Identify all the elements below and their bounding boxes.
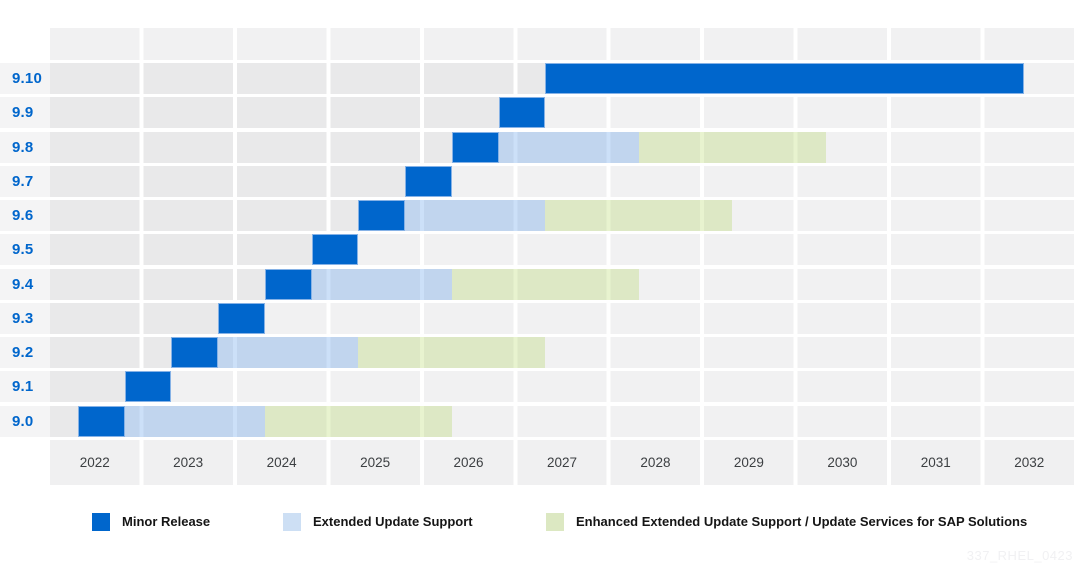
year-label-2024: 2024 bbox=[266, 454, 297, 470]
row-plot-area bbox=[50, 97, 1078, 129]
version-label-9.2: 9.2 bbox=[12, 344, 34, 361]
row-plot-area bbox=[50, 165, 1078, 197]
year-label-2028: 2028 bbox=[640, 454, 671, 470]
row-9.9: 9.9 bbox=[0, 97, 1078, 129]
row-label-cell: 9.10 bbox=[0, 63, 50, 94]
row-label-cell: 9.5 bbox=[0, 234, 50, 266]
row-label-cell: 9.9 bbox=[0, 97, 50, 129]
legend-label-minor-release: Minor Release bbox=[122, 514, 211, 529]
row-9.8: 9.8 bbox=[0, 131, 1078, 163]
row-9.0: 9.0 bbox=[0, 405, 1078, 437]
year-label-2032: 2032 bbox=[1014, 454, 1045, 470]
legend-swatch-enhanced-eus-sap bbox=[546, 513, 564, 531]
row-9.4: 9.4 bbox=[0, 268, 1078, 300]
x-axis-year-band: 2022 2023 2024 2025 2026 2027 2028 2029 2030 2031… bbox=[50, 439, 1078, 485]
version-label-9.4: 9.4 bbox=[12, 275, 34, 293]
extended-update-support-bar-9.6 bbox=[405, 200, 546, 231]
enhanced-eus-sap-bar-9.4 bbox=[451, 268, 639, 300]
row-9.6: 9.6 bbox=[0, 200, 1078, 231]
year-label-2030: 2030 bbox=[827, 454, 858, 470]
minor-release-bar-9.0 bbox=[78, 405, 125, 437]
minor-release-bar-9.2 bbox=[171, 337, 219, 368]
row-plot-area bbox=[50, 405, 1078, 437]
minor-release-bar-9.1 bbox=[124, 371, 172, 403]
minor-release-bar-9.3 bbox=[218, 302, 265, 334]
row-9.2: 9.2 bbox=[0, 337, 1078, 368]
row-plot-area bbox=[50, 200, 1078, 231]
row-elapsed-track bbox=[50, 97, 546, 129]
enhanced-eus-sap-bar-9.2 bbox=[358, 337, 546, 368]
row-9.1: 9.1 bbox=[0, 371, 1078, 403]
row-label-cell: 9.2 bbox=[0, 337, 50, 368]
minor-release-bar-9.8 bbox=[451, 131, 499, 163]
legend: Minor Release Extended Update Support En… bbox=[0, 513, 1078, 531]
row-plot-area bbox=[50, 302, 1078, 334]
year-label-2027: 2027 bbox=[546, 454, 578, 470]
version-label-9.3: 9.3 bbox=[12, 309, 34, 327]
row-label-cell: 9.3 bbox=[0, 302, 50, 334]
row-label-cell: 9.1 bbox=[0, 371, 50, 403]
row-plot-area bbox=[50, 371, 1078, 403]
extended-update-support-bar-9.8 bbox=[498, 131, 639, 163]
version-label-9.9: 9.9 bbox=[12, 104, 34, 122]
year-label-2023: 2023 bbox=[173, 454, 204, 470]
enhanced-eus-sap-bar-9.8 bbox=[638, 131, 826, 163]
version-label-9.5: 9.5 bbox=[12, 241, 34, 259]
year-label-2029: 2029 bbox=[733, 454, 764, 470]
row-9.3: 9.3 bbox=[0, 302, 1078, 334]
minor-release-bar-9.10 bbox=[545, 63, 1024, 94]
version-label-9.7: 9.7 bbox=[12, 172, 34, 190]
version-label-9.6: 9.6 bbox=[12, 207, 34, 224]
legend-label-enhanced-eus-sap: Enhanced Extended Update Support / Updat… bbox=[576, 514, 1028, 529]
legend-swatch-minor-release bbox=[92, 513, 110, 531]
extended-update-support-bar-9.4 bbox=[311, 268, 452, 300]
row-label-cell: 9.0 bbox=[0, 405, 50, 437]
row-plot-area bbox=[50, 268, 1078, 300]
row-elapsed-track bbox=[50, 165, 452, 197]
row-elapsed-track bbox=[50, 234, 359, 266]
minor-release-bar-9.7 bbox=[405, 165, 452, 197]
row-label-cell: 9.6 bbox=[0, 200, 50, 231]
row-label-cell: 9.8 bbox=[0, 131, 50, 163]
enhanced-eus-sap-bar-9.0 bbox=[264, 405, 452, 437]
row-9.10: 9.10 bbox=[0, 63, 1078, 94]
row-plot-area bbox=[50, 63, 1078, 94]
year-label-2026: 2026 bbox=[453, 454, 484, 470]
extended-update-support-bar-9.2 bbox=[218, 337, 359, 368]
chart-top-spacer-band bbox=[50, 28, 1078, 60]
version-label-9.0: 9.0 bbox=[12, 412, 34, 430]
watermark: 337_RHEL_0423 bbox=[966, 548, 1073, 563]
row-9.5: 9.5 bbox=[0, 234, 1078, 266]
row-label-cell: 9.4 bbox=[0, 268, 50, 300]
legend-label-extended-update-support: Extended Update Support bbox=[313, 514, 473, 529]
version-label-9.10: 9.10 bbox=[12, 70, 42, 87]
minor-release-bar-9.4 bbox=[264, 268, 312, 300]
version-label-9.1: 9.1 bbox=[12, 378, 34, 396]
enhanced-eus-sap-bar-9.6 bbox=[545, 200, 733, 231]
year-label-2025: 2025 bbox=[360, 454, 391, 470]
row-plot-area bbox=[50, 131, 1078, 163]
minor-release-bar-9.5 bbox=[311, 234, 359, 266]
row-plot-area bbox=[50, 234, 1078, 266]
minor-release-bar-9.9 bbox=[498, 97, 546, 129]
row-plot-area bbox=[50, 337, 1078, 368]
legend-swatch-extended-update-support bbox=[283, 513, 301, 531]
extended-update-support-bar-9.0 bbox=[124, 405, 265, 437]
version-label-9.8: 9.8 bbox=[12, 138, 34, 156]
row-label-cell: 9.7 bbox=[0, 165, 50, 197]
minor-release-bar-9.6 bbox=[358, 200, 406, 231]
row-9.7: 9.7 bbox=[0, 165, 1078, 197]
year-label-2022: 2022 bbox=[79, 454, 110, 470]
year-label-2031: 2031 bbox=[920, 454, 951, 470]
